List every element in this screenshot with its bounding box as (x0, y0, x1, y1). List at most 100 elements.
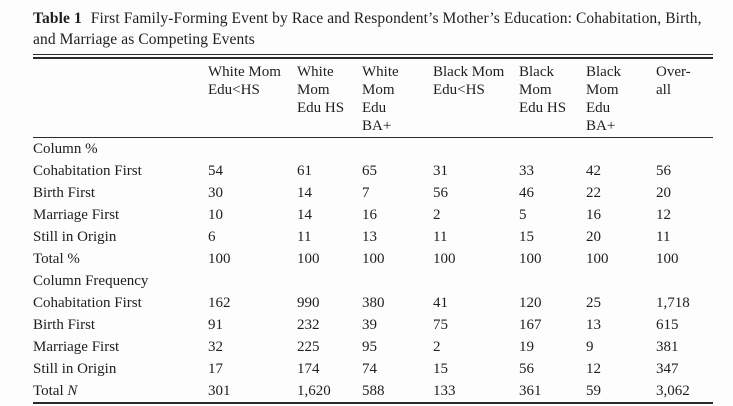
table-caption-text: First Family-Forming Event by Race and R… (33, 10, 702, 48)
cell-value: 59 (586, 380, 656, 404)
cell-value: 30 (208, 185, 223, 201)
cell-value: 15 (519, 229, 534, 245)
data-table: White Mom Edu<HS White Mom Edu HS White Mo… (33, 59, 713, 404)
section-label: Column Frequency (33, 273, 149, 289)
cell-value: 15 (433, 361, 448, 377)
cell-value: 12 (656, 207, 671, 223)
column-header: White Mom Edu HS (297, 59, 362, 138)
cell-value: 16 (586, 207, 601, 223)
column-header: Over- all (656, 59, 713, 138)
table-row: Still in Origin 6 11 13 11 15 20 11 (33, 226, 713, 248)
table-row: Birth First 91 232 39 75 167 13 615 (33, 314, 713, 336)
paper-table-figure: Table 1 First Family-Forming Event by Rac… (33, 8, 713, 404)
cell-value: 1,718 (656, 295, 690, 311)
cell-value: 615 (656, 317, 679, 333)
cell-value: 91 (208, 317, 223, 333)
cell-value: 2 (433, 339, 441, 355)
cell-value: 162 (208, 295, 231, 311)
cell-value: 17 (208, 361, 223, 377)
cell-value: 100 (586, 251, 609, 267)
cell-value: 100 (208, 251, 231, 267)
column-header: Black Mom Edu BA+ (586, 59, 656, 138)
cell-value: 33 (519, 163, 534, 179)
row-label: Birth First (33, 185, 96, 201)
row-label: Marriage First (33, 339, 120, 355)
row-label-header (33, 59, 208, 138)
top-double-rule (33, 54, 713, 59)
cell-value: 25 (586, 295, 601, 311)
table-row: Marriage First 10 14 16 2 5 16 12 (33, 204, 713, 226)
section-row: Column % (33, 138, 713, 161)
cell-value: 174 (297, 361, 320, 377)
cell-value: 65 (362, 163, 377, 179)
cell-value: 167 (519, 317, 542, 333)
cell-value: 14 (297, 207, 312, 223)
cell-value: 11 (297, 229, 312, 245)
cell-value: 100 (519, 251, 542, 267)
cell-value: 7 (362, 185, 370, 201)
table-number-label: Table 1 (33, 10, 82, 27)
row-label: Still in Origin (33, 229, 117, 245)
column-header: Black Mom Edu HS (519, 59, 586, 138)
row-label: Still in Origin (33, 361, 117, 377)
cell-value: 10 (208, 207, 223, 223)
table-row: Cohabitation First 54 61 65 31 33 42 56 (33, 160, 713, 182)
cell-value: 46 (519, 185, 534, 201)
cell-value: 2 (433, 207, 441, 223)
cell-value: 347 (656, 361, 679, 377)
row-label: Total % (33, 251, 80, 267)
table-row: Total N 301 1,620 588 133 361 59 3,062 (33, 380, 713, 404)
cell-value: 100 (656, 251, 679, 267)
cell-value: 133 (433, 380, 519, 404)
cell-value: 42 (586, 163, 601, 179)
table-row: Marriage First 32 225 95 2 19 9 381 (33, 336, 713, 358)
table-caption: Table 1 First Family-Forming Event by Rac… (33, 8, 713, 50)
cell-value: 16 (362, 207, 377, 223)
cell-value: 100 (297, 251, 320, 267)
cell-value: 31 (433, 163, 448, 179)
cell-value: 9 (586, 339, 594, 355)
cell-value: 12 (586, 361, 601, 377)
cell-value: 56 (519, 361, 534, 377)
cell-value: 100 (362, 251, 385, 267)
cell-value: 56 (433, 185, 448, 201)
cell-value: 380 (362, 295, 385, 311)
cell-value: 61 (297, 163, 312, 179)
cell-value: 301 (208, 380, 297, 404)
cell-value: 56 (656, 163, 671, 179)
row-label: Total N (33, 380, 208, 404)
table-row: Still in Origin 17 174 74 15 56 12 347 (33, 358, 713, 380)
cell-value: 75 (433, 317, 448, 333)
row-label: Cohabitation First (33, 163, 142, 179)
cell-value: 39 (362, 317, 377, 333)
cell-value: 6 (208, 229, 216, 245)
cell-value: 22 (586, 185, 601, 201)
cell-value: 225 (297, 339, 320, 355)
cell-value: 588 (362, 380, 433, 404)
table-row: Cohabitation First 162 990 380 41 120 25 1,718 (33, 292, 713, 314)
cell-value: 19 (519, 339, 534, 355)
cell-value: 74 (362, 361, 377, 377)
row-label: Cohabitation First (33, 295, 142, 311)
column-header: White Mom Edu<HS (208, 59, 297, 138)
cell-value: 13 (586, 317, 601, 333)
cell-value: 11 (433, 229, 448, 245)
cell-value: 232 (297, 317, 320, 333)
row-label: Birth First (33, 317, 96, 333)
column-header: White Mom Edu BA+ (362, 59, 433, 138)
cell-value: 5 (519, 207, 527, 223)
cell-value: 100 (433, 251, 456, 267)
cell-value: 990 (297, 295, 320, 311)
cell-value: 361 (519, 380, 586, 404)
cell-value: 381 (656, 339, 679, 355)
header-row: White Mom Edu<HS White Mom Edu HS White Mo… (33, 59, 713, 138)
column-header: Black Mom Edu<HS (433, 59, 519, 138)
cell-value: 120 (519, 295, 542, 311)
section-label: Column % (33, 141, 98, 157)
row-label: Marriage First (33, 207, 120, 223)
cell-value: 14 (297, 185, 312, 201)
table-row: Total % 100 100 100 100 100 100 100 (33, 248, 713, 270)
cell-value: 32 (208, 339, 223, 355)
section-row: Column Frequency (33, 270, 713, 292)
cell-value: 3,062 (656, 380, 713, 404)
